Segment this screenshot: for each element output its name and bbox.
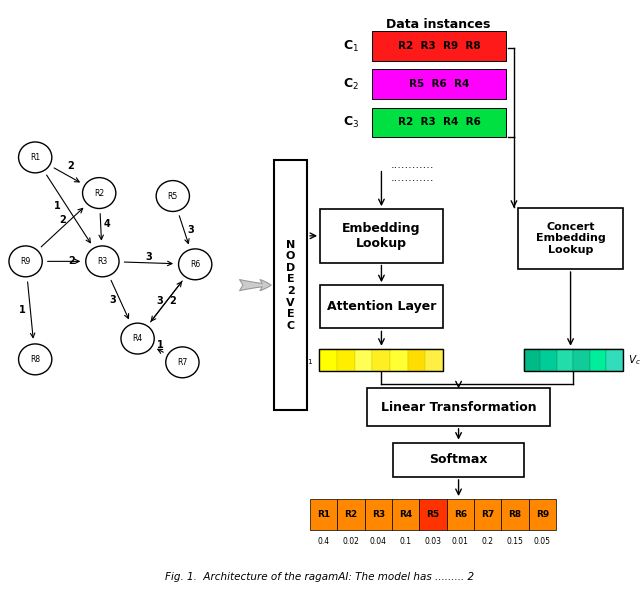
- Text: 0.15: 0.15: [507, 537, 524, 546]
- Text: R8: R8: [509, 510, 522, 519]
- FancyBboxPatch shape: [320, 285, 443, 328]
- Text: 1: 1: [54, 201, 61, 211]
- Text: R6: R6: [454, 510, 467, 519]
- Text: R8: R8: [30, 355, 40, 364]
- FancyBboxPatch shape: [540, 349, 557, 371]
- FancyBboxPatch shape: [337, 499, 365, 530]
- Text: R2: R2: [344, 510, 357, 519]
- FancyBboxPatch shape: [372, 69, 506, 99]
- Text: R4: R4: [399, 510, 412, 519]
- FancyBboxPatch shape: [606, 349, 623, 371]
- Text: R3: R3: [97, 257, 108, 266]
- Text: 3: 3: [109, 295, 116, 305]
- Text: R2  R3  R9  R8: R2 R3 R9 R8: [397, 42, 481, 51]
- FancyBboxPatch shape: [392, 499, 419, 530]
- Text: 3: 3: [187, 225, 194, 235]
- Text: R5: R5: [168, 191, 178, 201]
- FancyBboxPatch shape: [310, 499, 337, 530]
- Text: 0.05: 0.05: [534, 537, 551, 546]
- Text: 0.03: 0.03: [424, 537, 442, 546]
- Text: ............: ............: [391, 160, 435, 170]
- Text: ............: ............: [391, 173, 435, 182]
- Text: 2: 2: [67, 162, 74, 171]
- Circle shape: [19, 142, 52, 173]
- Text: R9: R9: [20, 257, 31, 266]
- Text: 1: 1: [19, 305, 26, 315]
- Circle shape: [121, 323, 154, 354]
- Text: 0.1: 0.1: [399, 537, 412, 546]
- Text: 0.4: 0.4: [317, 537, 330, 546]
- Circle shape: [86, 246, 119, 277]
- Text: 0.01: 0.01: [452, 537, 468, 546]
- Text: $V_{c1}$: $V_{c1}$: [296, 353, 313, 367]
- Text: 2: 2: [59, 215, 66, 225]
- Circle shape: [179, 249, 212, 280]
- Text: R6: R6: [190, 260, 200, 269]
- Text: Softmax: Softmax: [429, 453, 488, 466]
- Text: R4: R4: [132, 334, 143, 343]
- FancyBboxPatch shape: [337, 349, 355, 371]
- FancyBboxPatch shape: [320, 209, 443, 263]
- FancyBboxPatch shape: [355, 349, 372, 371]
- FancyBboxPatch shape: [319, 349, 337, 371]
- Text: 1: 1: [157, 340, 163, 349]
- Text: Linear Transformation: Linear Transformation: [381, 401, 536, 413]
- FancyBboxPatch shape: [589, 349, 606, 371]
- Text: R1: R1: [30, 153, 40, 162]
- Text: C$_2$: C$_2$: [343, 77, 358, 92]
- Text: 0.2: 0.2: [482, 537, 493, 546]
- FancyBboxPatch shape: [372, 31, 506, 61]
- FancyBboxPatch shape: [367, 388, 550, 426]
- Text: R5: R5: [426, 510, 440, 519]
- FancyBboxPatch shape: [274, 160, 307, 410]
- Text: 0.04: 0.04: [370, 537, 387, 546]
- FancyBboxPatch shape: [518, 208, 623, 269]
- Circle shape: [156, 181, 189, 211]
- FancyBboxPatch shape: [372, 108, 506, 137]
- Text: R9: R9: [536, 510, 549, 519]
- Text: C$_3$: C$_3$: [342, 115, 359, 130]
- Circle shape: [19, 344, 52, 375]
- Text: R2  R3  R4  R6: R2 R3 R4 R6: [397, 118, 481, 127]
- Text: $V_{c2}$: $V_{c2}$: [628, 353, 640, 367]
- Text: 4: 4: [104, 219, 111, 229]
- FancyBboxPatch shape: [529, 499, 556, 530]
- Circle shape: [83, 178, 116, 208]
- Text: R7: R7: [481, 510, 494, 519]
- Text: C$_1$: C$_1$: [342, 39, 359, 54]
- Text: 2: 2: [68, 257, 75, 266]
- FancyBboxPatch shape: [524, 349, 540, 371]
- Text: Fig. 1.  Architecture of the ragamAI: The model has ......... 2: Fig. 1. Architecture of the ragamAI: The…: [165, 573, 475, 582]
- Text: Attention Layer: Attention Layer: [327, 301, 436, 313]
- FancyBboxPatch shape: [573, 349, 589, 371]
- Text: Embedding
Lookup: Embedding Lookup: [342, 222, 420, 250]
- FancyBboxPatch shape: [372, 349, 390, 371]
- FancyBboxPatch shape: [474, 499, 501, 530]
- FancyBboxPatch shape: [501, 499, 529, 530]
- FancyBboxPatch shape: [419, 499, 447, 530]
- FancyBboxPatch shape: [408, 349, 425, 371]
- Circle shape: [166, 347, 199, 378]
- Text: Concert
Embedding
Lookup: Concert Embedding Lookup: [536, 222, 605, 255]
- Text: R2: R2: [94, 188, 104, 198]
- Text: 3: 3: [157, 296, 163, 307]
- Text: R3: R3: [372, 510, 385, 519]
- Text: 0.02: 0.02: [342, 537, 359, 546]
- Text: R7: R7: [177, 358, 188, 367]
- FancyBboxPatch shape: [365, 499, 392, 530]
- FancyBboxPatch shape: [557, 349, 573, 371]
- Text: 3: 3: [145, 252, 152, 262]
- Text: R1: R1: [317, 510, 330, 519]
- FancyBboxPatch shape: [390, 349, 408, 371]
- FancyBboxPatch shape: [447, 499, 474, 530]
- Circle shape: [9, 246, 42, 277]
- FancyBboxPatch shape: [425, 349, 443, 371]
- FancyBboxPatch shape: [393, 443, 524, 477]
- Text: R5  R6  R4: R5 R6 R4: [409, 80, 469, 89]
- Text: 2: 2: [170, 296, 176, 307]
- Text: N
O
D
E
2
V
E
C: N O D E 2 V E C: [286, 239, 295, 331]
- Text: Data instances: Data instances: [386, 18, 491, 31]
